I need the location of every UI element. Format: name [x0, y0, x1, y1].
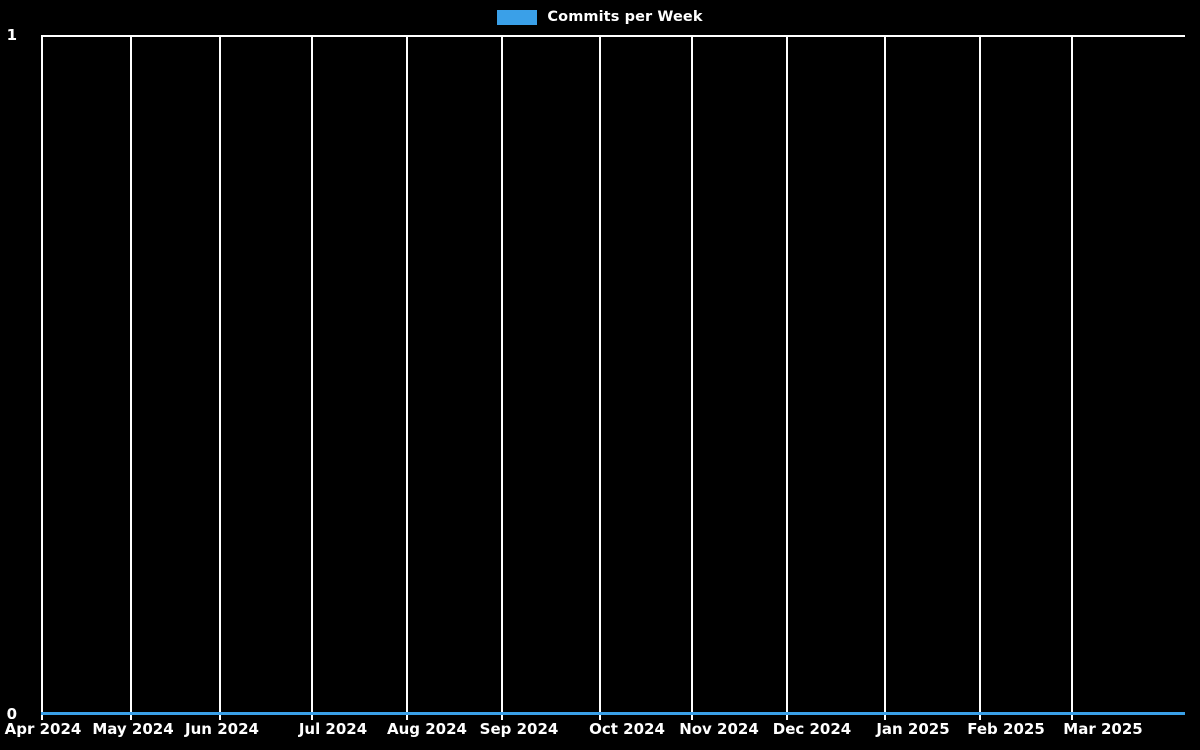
- x-tick-label-jul-2024: Jul 2024: [298, 720, 368, 738]
- x-tick-label-aug-2024: Aug 2024: [387, 720, 467, 738]
- gridline-vertical-jun-2024: [219, 35, 221, 720]
- gridline-vertical-aug-2024: [406, 35, 408, 720]
- gridline-vertical-sep-2024: [501, 35, 503, 720]
- y-tick-label-0: 0: [6, 705, 17, 723]
- gridline-vertical-may-2024: [130, 35, 132, 720]
- gridline-vertical-mar-2025: [1071, 35, 1073, 720]
- legend-color-swatch: [497, 9, 538, 25]
- plot-area: 1 0: [7, 28, 1185, 722]
- x-tick-label-oct-2024: Oct 2024: [589, 720, 665, 738]
- x-tick-label-nov-2024: Nov 2024: [679, 720, 759, 738]
- gridline-vertical-feb-2025: [979, 35, 981, 720]
- x-axis-labels: Apr 2024 May 2024 Jun 2024 Jul 2024 Aug …: [0, 722, 1200, 750]
- gridline-vertical-dec-2024: [786, 35, 788, 720]
- gridline-vertical-nov-2024: [691, 35, 693, 720]
- x-tick-label-apr-2024: Apr 2024: [4, 720, 82, 738]
- x-tick-label-may-2024: May 2024: [92, 720, 174, 738]
- gridline-vertical-oct-2024: [599, 35, 601, 720]
- y-tick-label-1: 1: [6, 26, 17, 44]
- chart-legend: Commits per Week: [0, 4, 1200, 30]
- x-tick-label-mar-2025: Mar 2025: [1063, 720, 1143, 738]
- gridline-vertical-apr-2024: [41, 35, 43, 720]
- gridline-vertical-jul-2024: [311, 35, 313, 720]
- x-tick-label-sep-2024: Sep 2024: [479, 720, 559, 738]
- gridline-vertical-jan-2025: [884, 35, 886, 720]
- legend-label-commits-per-week: Commits per Week: [547, 8, 703, 25]
- gridline-horizontal-1: [41, 35, 1185, 37]
- x-tick-label-feb-2025: Feb 2025: [967, 720, 1045, 738]
- x-tick-label-dec-2024: Dec 2024: [772, 720, 852, 738]
- series-line-commits-per-week: [41, 712, 1185, 715]
- x-tick-label-jun-2024: Jun 2024: [185, 720, 259, 738]
- x-tick-label-jan-2025: Jan 2025: [876, 720, 950, 738]
